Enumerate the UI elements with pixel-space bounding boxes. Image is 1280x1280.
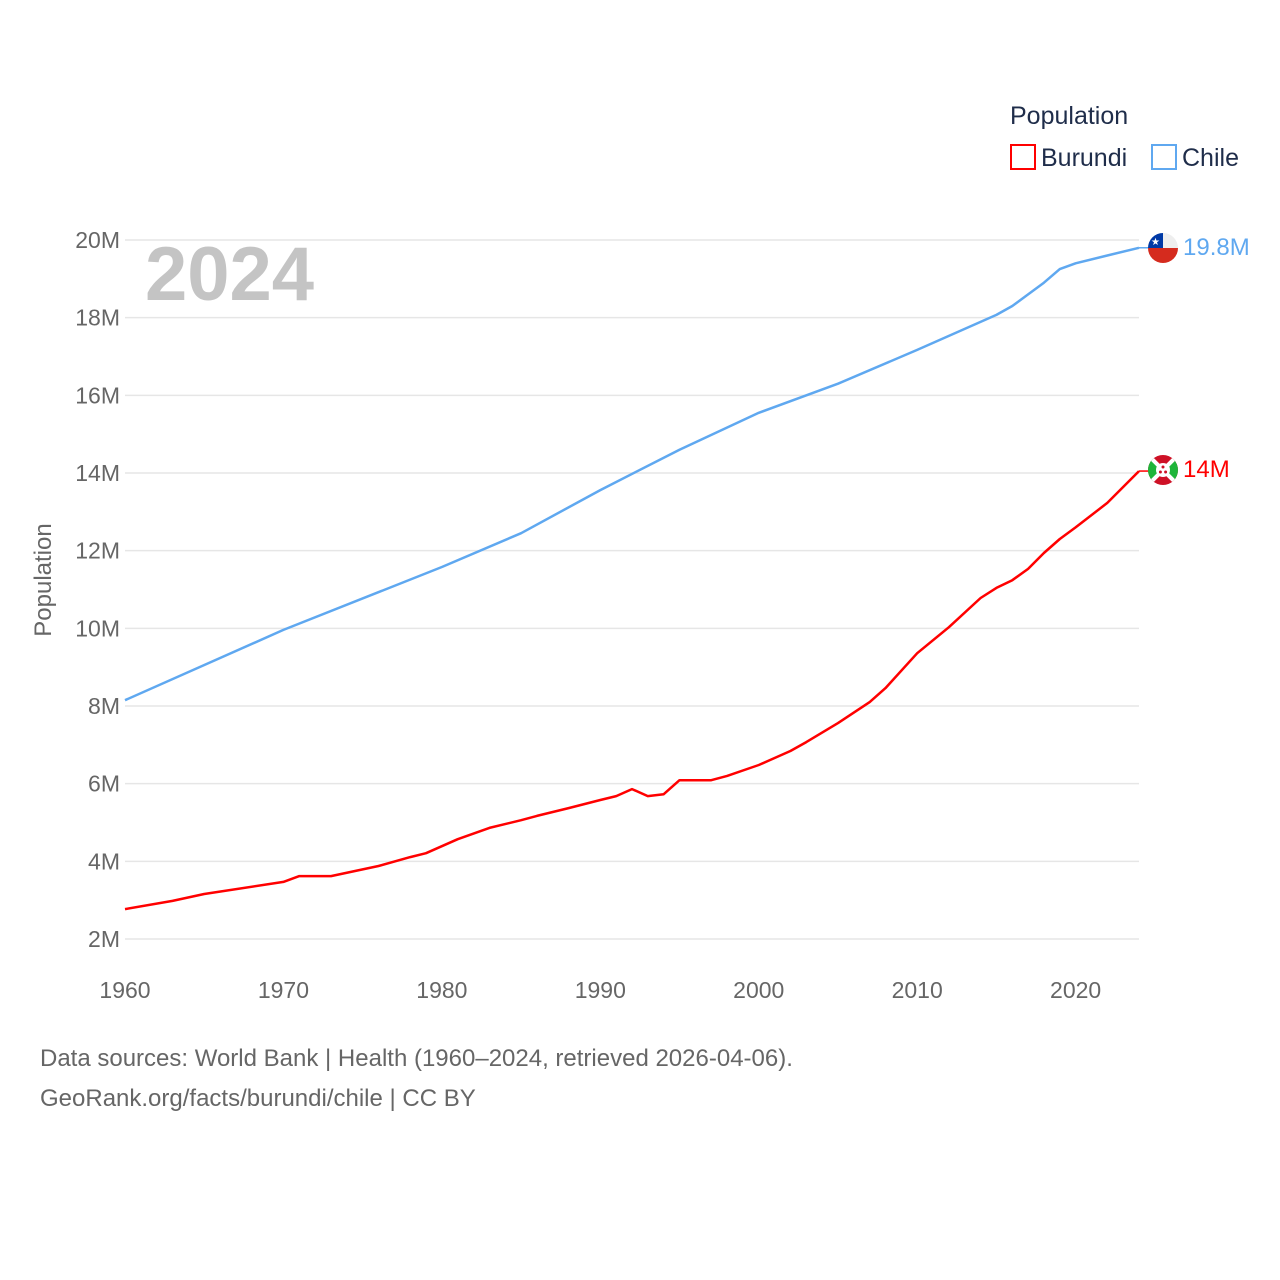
y-tick-label: 6M — [88, 771, 120, 797]
legend-label-chile: Chile — [1182, 144, 1239, 172]
x-tick-label: 2000 — [733, 977, 784, 1003]
y-tick-label: 12M — [75, 538, 120, 564]
burundi-flag-icon — [1148, 455, 1178, 485]
y-axis-label: Population — [30, 523, 57, 636]
x-tick-label: 2020 — [1050, 977, 1101, 1003]
series-lines — [124, 246, 1150, 911]
x-tick-label: 2010 — [892, 977, 943, 1003]
legend-swatch-chile — [1151, 144, 1177, 170]
year-watermark: 2024 — [145, 232, 314, 317]
y-tick-label: 18M — [75, 305, 120, 331]
legend-item-burundi[interactable]: Burundi — [1010, 144, 1127, 172]
y-tick-label: 16M — [75, 382, 120, 408]
series-line-burundi — [124, 470, 1140, 911]
footer-sources: Data sources: World Bank | Health (1960–… — [40, 1045, 793, 1072]
series-line-chile — [124, 246, 1140, 702]
x-tick-label: 1990 — [575, 977, 626, 1003]
y-tick-label: 10M — [75, 615, 120, 641]
x-tick-label: 1970 — [258, 977, 309, 1003]
svg-text:★: ★ — [1151, 237, 1160, 248]
y-tick-label: 20M — [75, 227, 120, 253]
burundi-end-label: 14M — [1183, 456, 1230, 483]
x-tick-label: 1960 — [99, 977, 150, 1003]
x-axis-ticks: 1960 1970 1980 1990 2000 2010 2020 — [99, 977, 1101, 1003]
y-tick-label: 2M — [88, 926, 120, 952]
y-axis-ticks: 2M 4M 6M 8M 10M 12M 14M 16M 18M 20M — [75, 227, 120, 952]
chile-flag-icon: ★ — [1148, 233, 1178, 263]
x-tick-label: 1980 — [416, 977, 467, 1003]
chile-end-label: 19.8M — [1183, 234, 1250, 261]
y-tick-label: 8M — [88, 693, 120, 719]
y-tick-label: 14M — [75, 460, 120, 486]
legend-title: Population — [1010, 102, 1128, 130]
footer-credit[interactable]: GeoRank.org/facts/burundi/chile | CC BY — [40, 1085, 476, 1112]
legend-label-burundi: Burundi — [1041, 144, 1127, 172]
legend-item-chile[interactable]: Chile — [1151, 144, 1239, 172]
grid-lines — [125, 239, 1139, 940]
y-tick-label: 4M — [88, 848, 120, 874]
legend-swatch-burundi — [1010, 144, 1036, 170]
